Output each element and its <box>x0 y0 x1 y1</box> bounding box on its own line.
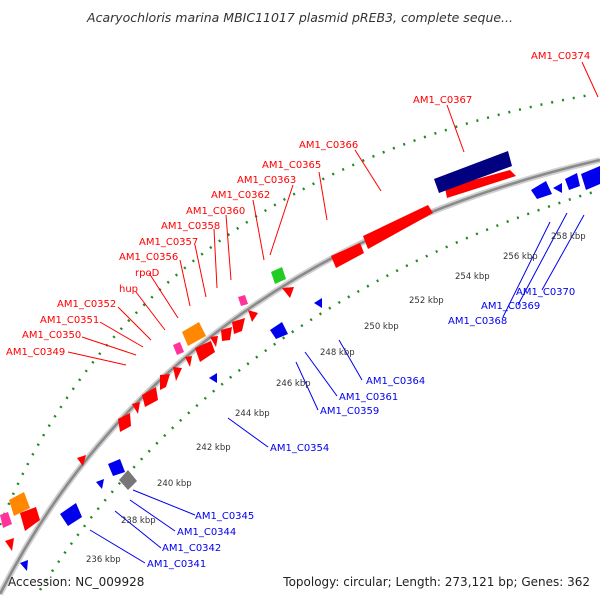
gene-label[interactable]: AM1_C0362 <box>211 190 270 201</box>
feature-orange-b[interactable] <box>9 492 30 516</box>
gene-am1-c0351[interactable] <box>173 367 182 381</box>
scale-label: 242 kbp <box>196 443 231 453</box>
scale-label: 248 kbp <box>320 348 355 358</box>
gene-am1-c0350[interactable] <box>160 374 170 390</box>
scale-label: 244 kbp <box>235 409 270 419</box>
scale-label: 250 kbp <box>364 322 399 332</box>
gene-am1-c0363[interactable] <box>282 287 294 298</box>
feature-green[interactable] <box>271 267 286 284</box>
gene-label[interactable]: AM1_C0365 <box>262 160 321 171</box>
backbone-arc <box>0 157 600 596</box>
gene-label[interactable]: AM1_C0352 <box>57 299 116 310</box>
gene-am1-c0374[interactable] <box>445 170 516 198</box>
gene-label[interactable]: AM1_C0357 <box>139 237 198 248</box>
gene-label[interactable]: AM1_C0361 <box>339 392 398 403</box>
gene-am1-c0349[interactable] <box>142 387 158 407</box>
gene-am1-c0361[interactable] <box>270 322 288 339</box>
forward-leader-lines <box>67 61 599 366</box>
feature-orange-a[interactable] <box>182 322 206 346</box>
gene-label[interactable]: rpoD <box>135 268 160 279</box>
scale-label: 256 kbp <box>503 252 538 262</box>
gene-am1-c0368[interactable] <box>531 181 552 199</box>
rna-pink-b[interactable] <box>173 342 184 355</box>
gene-am1-c0342[interactable] <box>60 503 82 526</box>
gene-am1-c0345[interactable] <box>108 459 125 476</box>
gene-label[interactable]: AM1_C0360 <box>186 206 245 217</box>
accession-text: Accession: NC_009928 <box>8 575 145 589</box>
gene-am1-c0356[interactable] <box>210 336 218 347</box>
gene-am1-c0370[interactable] <box>581 166 600 190</box>
gene-label[interactable]: AM1_C0342 <box>162 543 221 554</box>
gene-label[interactable]: AM1_C0349 <box>6 347 65 358</box>
gene-rpod[interactable] <box>195 341 215 362</box>
scale-label: 258 kbp <box>551 232 586 242</box>
gene-rev-a[interactable] <box>553 183 562 193</box>
gene-label[interactable]: AM1_C0366 <box>299 140 358 151</box>
gene-label[interactable]: AM1_C0369 <box>481 301 540 312</box>
scale-tick-ring <box>38 188 600 591</box>
gene-label[interactable]: AM1_C0367 <box>413 95 472 106</box>
gene-label[interactable]: AM1_C0368 <box>448 316 507 327</box>
scale-labels: 236 kbp 238 kbp 240 kbp 242 kbp 244 kbp … <box>86 232 586 565</box>
gene-label[interactable]: AM1_C0351 <box>40 315 99 326</box>
gene-am1-c0364[interactable] <box>314 298 322 308</box>
gene-label[interactable]: AM1_C0350 <box>22 330 81 341</box>
forward-features <box>5 170 516 551</box>
gene-label[interactable]: AM1_C0370 <box>516 287 575 298</box>
scale-label: 238 kbp <box>121 516 156 526</box>
gene-label[interactable]: AM1_C0356 <box>119 252 178 263</box>
gene-fwd-e[interactable] <box>5 538 14 551</box>
gene-fwd-b[interactable] <box>118 413 131 432</box>
scale-label: 236 kbp <box>86 555 121 565</box>
backbone-arc-core <box>0 158 600 595</box>
scale-label: 252 kbp <box>409 296 444 306</box>
gene-label[interactable]: AM1_C0354 <box>270 443 329 454</box>
gene-am1-c0360[interactable] <box>248 310 258 322</box>
rna-pink-a[interactable] <box>238 295 248 306</box>
gene-am1-c0341[interactable] <box>20 560 28 571</box>
rna-pink-c[interactable] <box>0 512 12 528</box>
scale-label: 240 kbp <box>157 479 192 489</box>
outer-tick-ring <box>0 93 591 526</box>
reverse-features <box>20 166 600 571</box>
gene-label[interactable]: AM1_C0358 <box>161 221 220 232</box>
gene-label[interactable]: AM1_C0363 <box>237 175 296 186</box>
gene-label[interactable]: AM1_C0344 <box>177 527 236 538</box>
gene-am1-c0357[interactable] <box>221 327 232 341</box>
forward-gene-labels: AM1_C0374 AM1_C0367 AM1_C0366 AM1_C0365 … <box>6 51 590 358</box>
gene-label[interactable]: AM1_C0341 <box>147 559 206 570</box>
gene-fwd-a[interactable] <box>132 402 140 414</box>
gene-am1-c0344[interactable] <box>96 479 104 489</box>
gene-am1-c0365[interactable] <box>331 243 364 268</box>
gene-am1-c0359[interactable] <box>209 373 217 383</box>
reverse-gene-labels: AM1_C0370 AM1_C0369 AM1_C0368 AM1_C0364 … <box>147 287 575 570</box>
gene-label[interactable]: AM1_C0359 <box>320 406 379 417</box>
gene-am1-c0358[interactable] <box>232 318 245 334</box>
reverse-leader-lines <box>89 212 585 564</box>
gene-am1-c0369[interactable] <box>565 173 580 190</box>
topology-summary: Topology: circular; Length: 273,121 bp; … <box>283 575 590 589</box>
gene-am1-c0352[interactable] <box>185 356 192 367</box>
scale-label: 246 kbp <box>276 379 311 389</box>
gene-am1-c0366[interactable] <box>363 205 433 249</box>
map-title: Acaryochloris marina MBIC11017 plasmid p… <box>87 10 513 25</box>
gene-label[interactable]: AM1_C0345 <box>195 511 254 522</box>
feature-gray[interactable] <box>119 470 137 490</box>
gene-fwd-c[interactable] <box>77 455 86 466</box>
scale-label: 254 kbp <box>455 272 490 282</box>
gene-label[interactable]: hup <box>119 284 138 295</box>
gene-label[interactable]: AM1_C0364 <box>366 376 425 387</box>
gene-am1-c0367[interactable] <box>434 151 512 193</box>
gene-label[interactable]: AM1_C0374 <box>531 51 590 62</box>
gene-fwd-d[interactable] <box>20 507 40 531</box>
